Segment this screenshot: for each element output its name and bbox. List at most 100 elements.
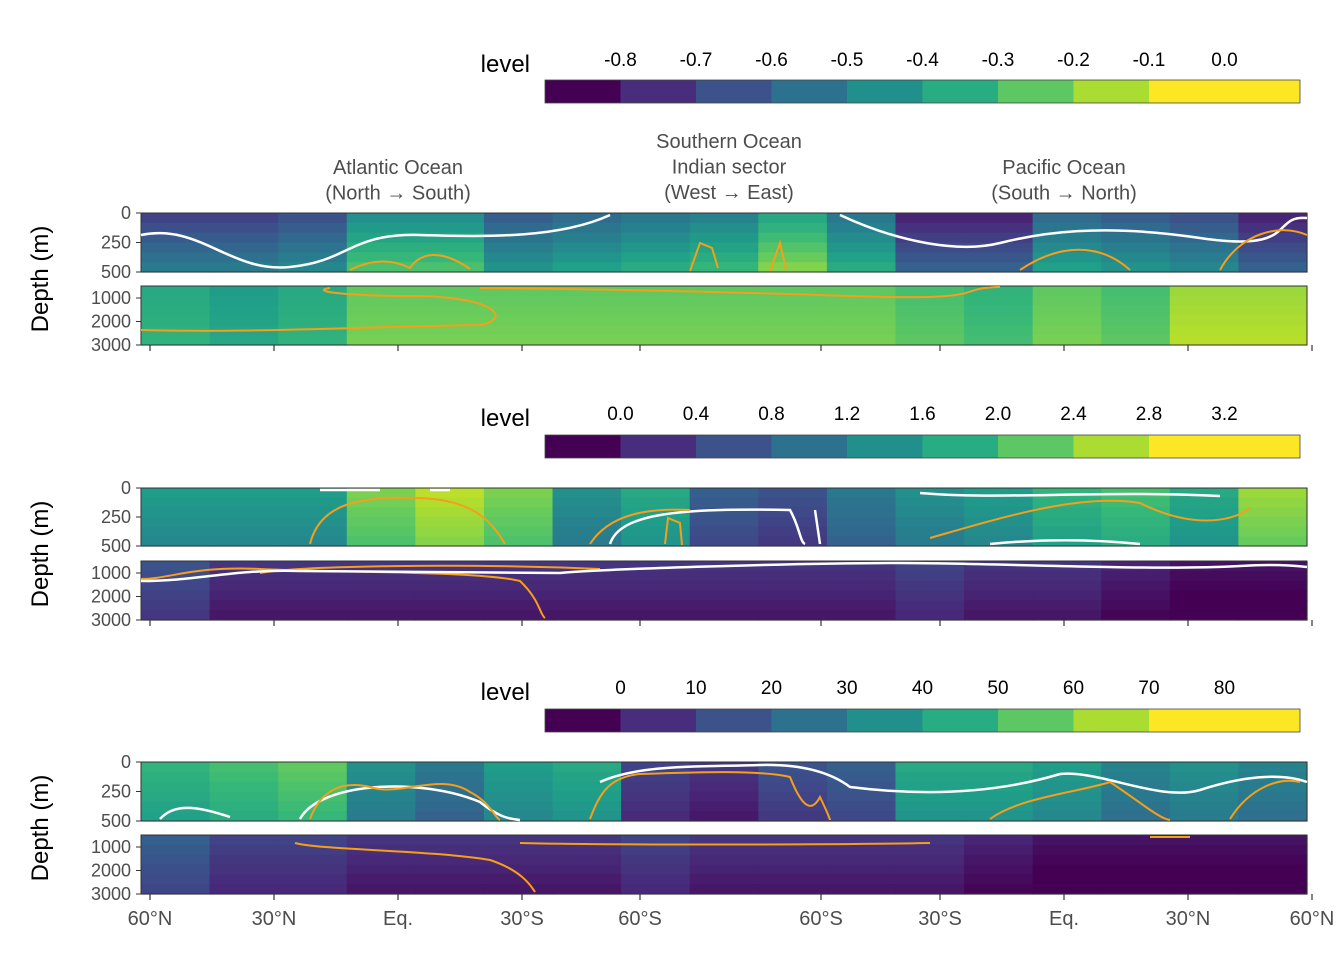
heat-cell	[1169, 600, 1240, 611]
heat-cell	[346, 771, 416, 783]
heat-cell	[1032, 781, 1102, 793]
heat-cell	[278, 213, 348, 224]
legend-break-label: 40	[912, 678, 933, 699]
legend-swatch	[847, 709, 923, 732]
heat-cell	[483, 262, 554, 273]
heat-cell	[689, 325, 759, 336]
heat-cell	[689, 252, 759, 263]
heat-cell	[689, 242, 759, 253]
heat-cell	[1238, 590, 1308, 601]
heat-cell	[621, 762, 691, 773]
heat-cell	[141, 762, 211, 773]
heat-cell	[689, 570, 759, 582]
heat-cell	[826, 252, 897, 263]
heat-cell	[621, 874, 691, 885]
heat-cell	[415, 526, 485, 537]
section-label: (North → South)	[325, 183, 471, 205]
heat-cell	[141, 262, 211, 273]
heat-cell	[826, 561, 897, 572]
legend-swatch	[696, 80, 772, 103]
heat-cell	[689, 222, 759, 234]
heat-cell	[964, 305, 1034, 317]
heat-cell	[689, 590, 759, 601]
heat-cell	[758, 610, 828, 621]
heat-cell	[346, 526, 416, 537]
heat-cell	[415, 325, 485, 336]
heat-cell	[552, 305, 622, 317]
heat-cell	[964, 232, 1034, 244]
heat-cell	[621, 232, 691, 244]
legend-frame	[544, 79, 1301, 104]
heat-cell	[1032, 232, 1102, 244]
heat-cell	[758, 864, 828, 875]
heat-cell	[141, 526, 211, 537]
legend-swatch	[696, 709, 772, 732]
heat-cell	[964, 884, 1034, 895]
heat-cell	[415, 600, 485, 611]
heat-cell	[278, 305, 348, 317]
legend-swatch	[1073, 709, 1149, 732]
x-tick-label: 30°N	[1166, 908, 1211, 930]
heat-cell	[1101, 600, 1171, 611]
x-tick-label: 30°S	[918, 908, 962, 930]
heat-cell	[141, 315, 211, 326]
heat-cell	[483, 801, 554, 812]
section-label: (South → North)	[991, 183, 1137, 205]
heat-cell	[964, 315, 1034, 326]
heat-cell	[483, 286, 554, 297]
heat-cell	[758, 232, 828, 244]
heat-cell	[278, 536, 348, 547]
heat-cell	[209, 286, 279, 297]
heat-cell	[1101, 242, 1171, 253]
heat-cell	[758, 517, 828, 528]
legend-break-label: -0.7	[680, 50, 713, 71]
orange-contour-deep	[140, 286, 1001, 332]
heat-cell	[209, 811, 279, 822]
heat-cell	[758, 844, 828, 856]
heat-cell	[141, 590, 211, 601]
heat-cell	[346, 536, 416, 547]
heat-cell	[895, 286, 965, 297]
heat-cell	[346, 835, 416, 846]
heat-cell	[1169, 854, 1240, 866]
heat-cell	[621, 801, 691, 812]
y-axis-label: Depth (m)	[27, 775, 54, 882]
heat-cell	[552, 884, 622, 895]
heat-cell	[621, 771, 691, 783]
heat-cell	[1238, 315, 1308, 326]
heat-cell	[552, 286, 622, 297]
y-tick-label: 0	[121, 203, 131, 223]
heat-cell	[209, 315, 279, 326]
heat-cell	[209, 222, 279, 234]
heat-cell	[895, 801, 965, 812]
heat-cell	[826, 242, 897, 253]
legend-break-label: 0	[615, 678, 626, 699]
heat-cell	[689, 884, 759, 895]
heat-cell	[552, 781, 622, 793]
heat-cell	[895, 507, 965, 518]
heat-cell	[1169, 590, 1240, 601]
heat-cell	[141, 801, 211, 812]
heat-cell	[826, 213, 897, 224]
heat-cell	[415, 781, 485, 793]
heat-cell	[689, 864, 759, 875]
heat-cell	[964, 801, 1034, 812]
heat-cell	[621, 570, 691, 582]
heat-cell	[964, 507, 1034, 518]
white-contour	[140, 213, 1308, 269]
heat-cell	[758, 315, 828, 326]
heat-cell	[758, 781, 828, 793]
heat-cell	[483, 884, 554, 895]
heat-cell	[895, 526, 965, 537]
heat-cell	[1238, 213, 1308, 224]
heat-cell	[1101, 801, 1171, 812]
heat-cell	[483, 854, 554, 866]
heat-cell	[278, 580, 348, 592]
y-tick-label: 3000	[91, 884, 131, 904]
heat-cell	[621, 305, 691, 317]
heat-cell	[895, 315, 965, 326]
heat-cell	[1032, 570, 1102, 582]
x-tick-label: 60°N	[1290, 908, 1335, 930]
heat-cell	[1169, 884, 1240, 895]
heat-cell	[483, 517, 554, 528]
